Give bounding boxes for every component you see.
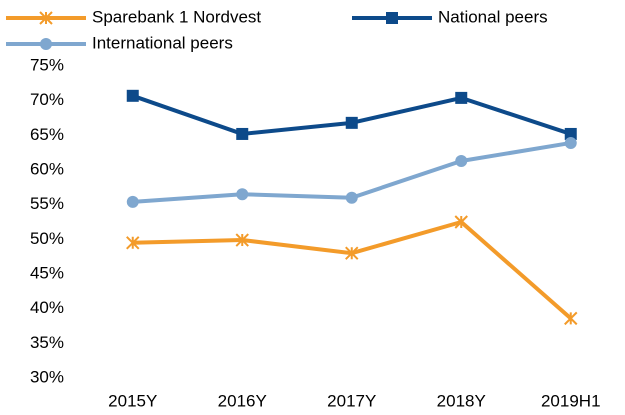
- x-tick-label: 2018Y: [437, 391, 486, 410]
- y-tick-label: 55%: [30, 194, 64, 213]
- marker: [386, 12, 398, 24]
- marker: [564, 311, 578, 326]
- marker: [126, 195, 139, 208]
- y-tick-label: 70%: [30, 90, 64, 109]
- y-tick-label: 75%: [30, 55, 64, 74]
- marker: [236, 127, 249, 140]
- y-tick-label: 45%: [30, 263, 64, 282]
- marker: [236, 188, 249, 201]
- legend-label: Sparebank 1 Nordvest: [92, 7, 261, 26]
- series-line: [132, 220, 573, 320]
- marker: [235, 233, 249, 247]
- marker: [345, 191, 358, 204]
- y-tick-label: 65%: [30, 125, 64, 144]
- y-tick-label: 50%: [30, 229, 64, 248]
- marker: [454, 215, 468, 229]
- y-tick-label: 30%: [30, 367, 64, 386]
- legend-label: National peers: [438, 7, 548, 26]
- x-tick-label: 2015Y: [108, 391, 157, 410]
- marker: [564, 127, 577, 140]
- x-tick-label: 2017Y: [327, 391, 376, 410]
- marker: [126, 236, 140, 250]
- marker: [39, 11, 53, 25]
- y-tick-label: 40%: [30, 298, 64, 317]
- marker: [345, 116, 358, 129]
- marker: [455, 91, 468, 104]
- marker: [345, 246, 359, 260]
- marker: [126, 89, 139, 102]
- marker: [564, 136, 577, 149]
- legend-label: International peers: [92, 33, 233, 52]
- marker: [455, 154, 468, 167]
- y-tick-label: 60%: [30, 159, 64, 178]
- x-tick-label: 2016Y: [218, 391, 267, 410]
- x-tick-label: 2019H1: [541, 391, 601, 410]
- marker: [40, 38, 52, 50]
- y-tick-label: 35%: [30, 333, 64, 352]
